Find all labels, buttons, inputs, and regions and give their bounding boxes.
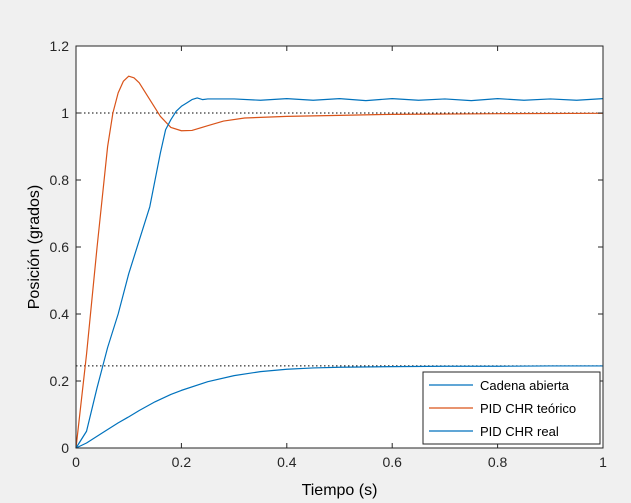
series-line-2 [75, 97, 604, 449]
y-tick-label: 1 [61, 105, 69, 121]
y-tick-label: 0.2 [50, 373, 70, 389]
x-tick-label: 1 [599, 454, 607, 470]
y-axis-title: Posición (grados) [26, 185, 43, 310]
y-tick-label: 1.2 [50, 38, 70, 54]
x-tick-label: 0.8 [488, 454, 508, 470]
x-tick-label: 0.4 [277, 454, 297, 470]
series-line-0 [75, 365, 603, 449]
legend-label-1: PID CHR teórico [480, 401, 576, 416]
legend-label-0: Cadena abierta [480, 378, 570, 393]
y-tick-label: 0 [61, 440, 69, 456]
series-line-1 [75, 75, 604, 449]
ticks-layer: 0 0.2 0.4 0.6 0.8 1 0 0.2 0.4 0.6 0.8 1 1.2 [50, 38, 608, 470]
y-tick-label: 0.8 [50, 172, 70, 188]
y-tick-label: 0.6 [50, 239, 70, 255]
x-tick-label: 0.6 [382, 454, 402, 470]
y-tick-label: 0.4 [50, 306, 70, 322]
legend-label-2: PID CHR real [480, 424, 559, 439]
legend[interactable]: Cadena abierta PID CHR teórico PID CHR rea… [422, 371, 601, 445]
x-axis-title: Tiempo (s) [302, 482, 378, 499]
x-tick-label: 0.2 [172, 454, 192, 470]
x-tick-label: 0 [72, 454, 80, 470]
series-layer [75, 75, 604, 449]
